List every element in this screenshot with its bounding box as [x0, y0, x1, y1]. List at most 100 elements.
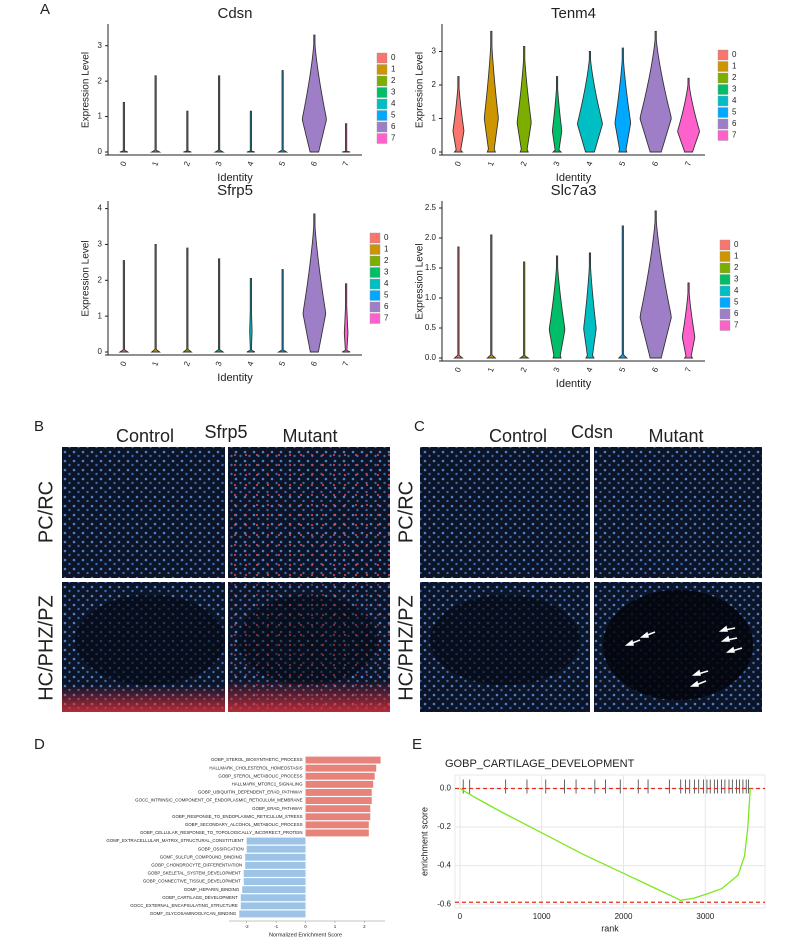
y-tick-label: 0.5 [425, 323, 437, 332]
y-tick-label: 1 [98, 311, 103, 320]
panel-letter: D [34, 736, 45, 753]
x-tick-label: 0 [453, 160, 463, 168]
violin [277, 269, 289, 353]
bar [246, 845, 306, 853]
micrograph [420, 447, 590, 578]
x-tick-label: 2 [182, 360, 192, 368]
x-tick-label: 4 [246, 160, 256, 168]
panel-letter: A [40, 1, 50, 18]
x-tick-label: 2 [519, 366, 529, 374]
y-axis-title: Expression Level [415, 52, 426, 128]
gene-label: Sfrp5 [204, 422, 247, 442]
x-tick-label: 0 [458, 912, 463, 921]
bar [305, 797, 372, 804]
row-label: HC/PHZ/PZ [35, 595, 57, 701]
bar [245, 853, 306, 861]
y-tick-label: 3 [432, 47, 437, 56]
bar [305, 813, 371, 821]
micrograph [594, 447, 762, 578]
violin [182, 247, 193, 353]
violin [342, 123, 351, 153]
legend-label: 6 [384, 302, 389, 311]
legend-swatch [719, 285, 731, 297]
x-tick-label: 2000 [615, 912, 633, 921]
legend-label: 4 [391, 99, 396, 108]
legend-label: 3 [391, 88, 396, 97]
violin [614, 47, 632, 153]
bar [243, 870, 306, 877]
violin [677, 77, 700, 153]
y-tick-label: -0.2 [437, 822, 451, 831]
x-tick-label: 1 [334, 924, 337, 929]
x-tick-label: 2 [363, 924, 366, 929]
chart-title: GOBP_CARTILAGE_DEVELOPMENT [445, 758, 635, 770]
x-tick-label: 4 [585, 366, 595, 374]
x-tick-label: 7 [683, 160, 693, 168]
legend-label: 2 [391, 76, 396, 85]
legend-label: 4 [734, 286, 739, 295]
violin [583, 252, 597, 359]
violin [483, 30, 499, 153]
legend-label: 0 [732, 50, 737, 59]
bar-label: HALLMARK_CHOLESTEROL_HOMEOSTASIS [209, 765, 302, 770]
violin [551, 76, 563, 153]
legend-swatch [376, 52, 388, 64]
legend-swatch [717, 84, 729, 95]
legend-swatch [376, 121, 388, 133]
bar-label: GOBP_CONNECTIVE_TISSUE_DEVELOPMENT [143, 879, 241, 884]
x-tick-label: 3 [552, 160, 562, 168]
x-tick-label: 6 [650, 160, 660, 168]
y-tick-label: 0 [98, 347, 103, 356]
legend-swatch [369, 301, 381, 313]
y-tick-label: 0 [98, 147, 103, 156]
x-tick-label: 6 [309, 160, 319, 168]
bar [246, 837, 306, 845]
x-tick-label: 1 [150, 360, 160, 368]
stain-overlay [228, 680, 390, 712]
violin [518, 261, 530, 359]
legend-swatch [719, 262, 731, 274]
bar-label: GOMF_HEPARIN_BINDING [184, 887, 240, 892]
legend-swatch [376, 133, 388, 144]
bar [305, 829, 369, 837]
legend-swatch [719, 297, 731, 308]
bar-label: GOBP_CARTILAGE_DEVELOPMENT [162, 895, 238, 900]
legend-label: 4 [732, 96, 737, 105]
chart-title: Slc7a3 [551, 182, 597, 199]
x-tick-label: 3 [214, 160, 224, 168]
y-tick-label: 4 [98, 204, 103, 213]
violin [639, 30, 672, 153]
legend-swatch [719, 274, 731, 285]
violin [276, 70, 289, 153]
violin [453, 246, 464, 359]
column-label: Mutant [282, 426, 337, 446]
x-tick-label: 0 [453, 366, 463, 374]
panel-letter: E [412, 736, 422, 753]
legend-swatch [717, 72, 729, 84]
x-tick-label: 6 [309, 360, 319, 368]
x-axis-title: Normalized Enrichment Score [269, 932, 342, 938]
es-line [459, 787, 751, 901]
x-tick-label: 1 [486, 366, 496, 374]
bar [240, 894, 306, 902]
bar-label: GOMF_EXTRACELLULAR_MATRIX_STRUCTURAL_CON… [106, 838, 244, 843]
x-tick-label: 3 [552, 366, 562, 374]
panel-letter: B [34, 418, 44, 435]
x-tick-label: 2 [182, 160, 192, 168]
violin [149, 75, 162, 153]
legend-label: 7 [732, 131, 737, 140]
x-axis-title: Identity [556, 172, 592, 184]
y-tick-label: 1.0 [425, 293, 437, 302]
y-tick-label: 2 [432, 80, 437, 89]
y-tick-label: 2.0 [425, 233, 437, 242]
y-axis-title: Expression Level [415, 243, 426, 319]
legend-label: 1 [732, 62, 737, 71]
bar-label: GOBP_UBIQUITIN_DEPENDENT_ERAD_PATHWAY [198, 790, 303, 795]
y-tick-label: 2 [98, 275, 103, 284]
bar-label: GOBP_SECONDARY_ALCOHOL_METABOLIC_PROCESS [185, 822, 303, 827]
legend-swatch [719, 308, 731, 320]
column-label: Control [116, 426, 174, 446]
chart-title: Tenm4 [551, 5, 596, 22]
x-tick-label: 6 [650, 366, 660, 374]
x-axis-title: rank [601, 923, 619, 933]
